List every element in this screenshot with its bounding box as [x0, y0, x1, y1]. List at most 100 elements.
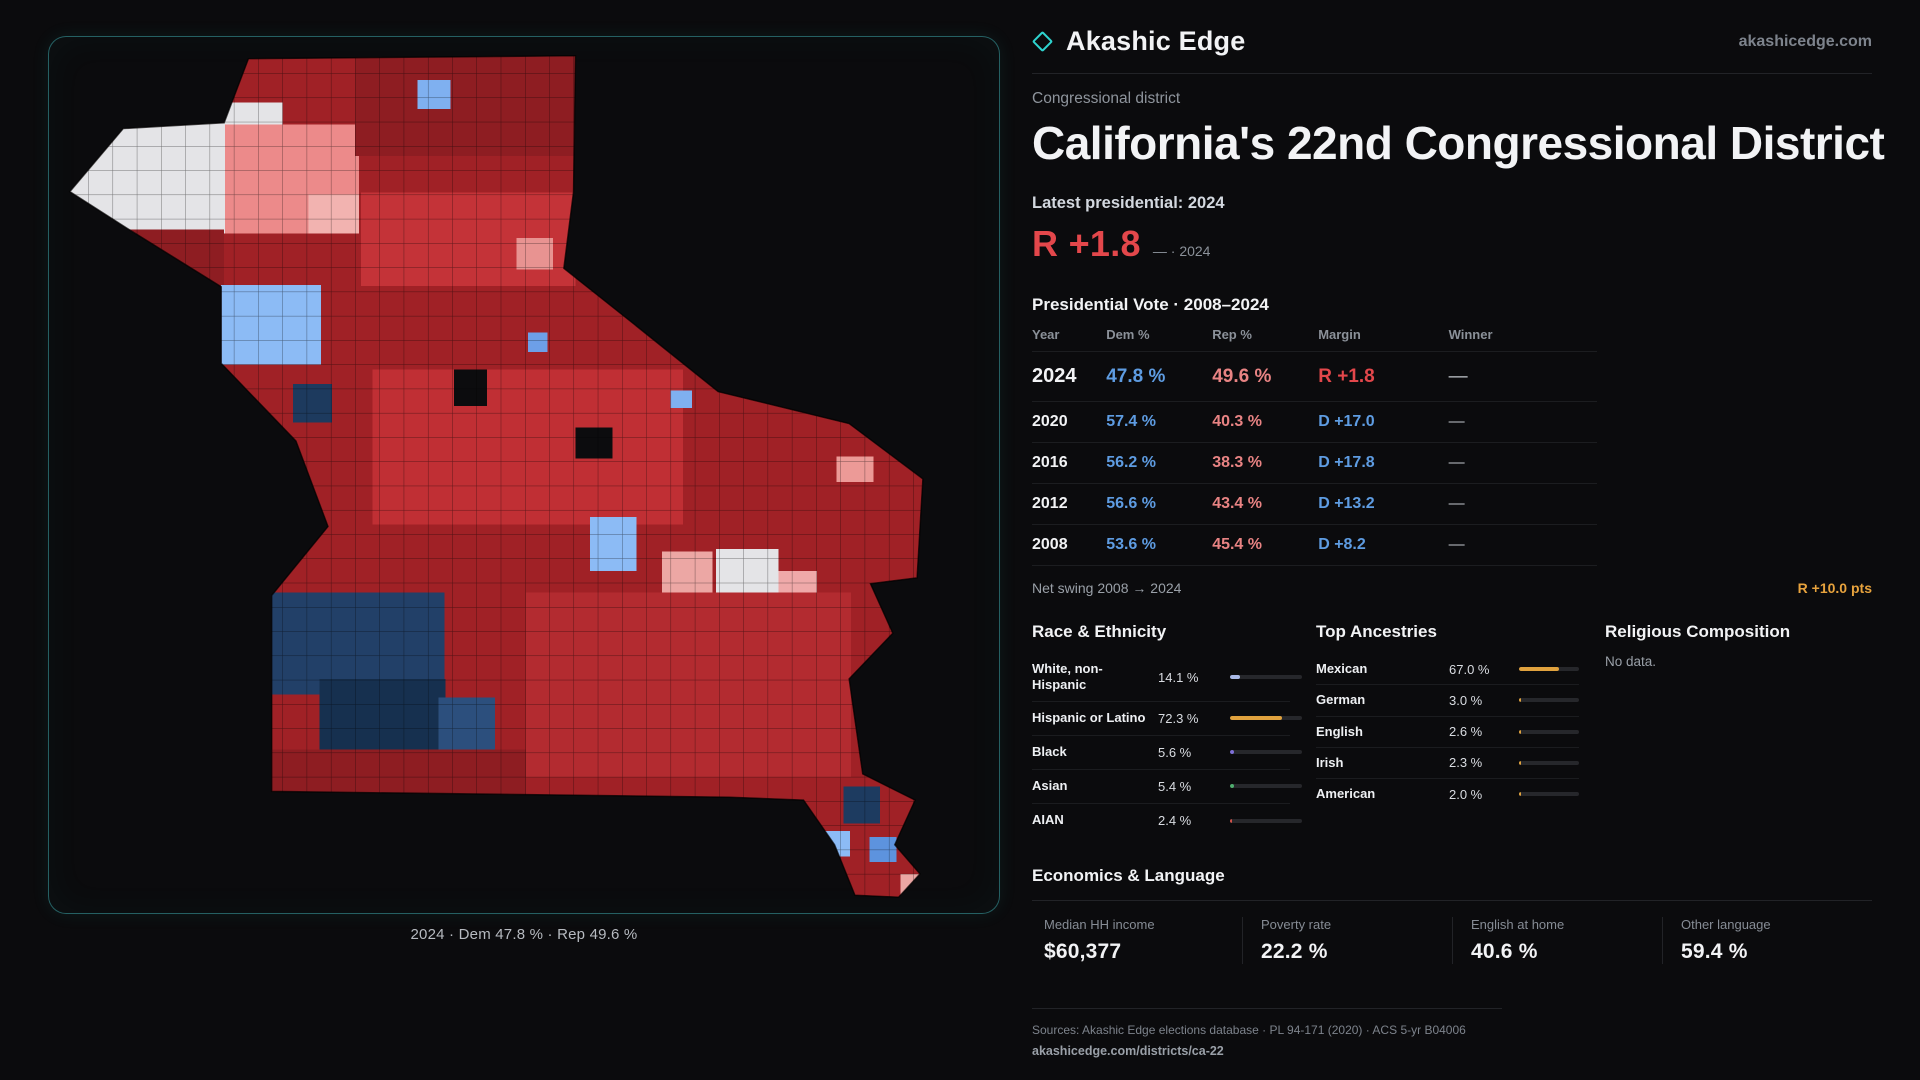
ancestries-column: Top Ancestries Mexican 67.0 % German 3.0 % E… [1316, 622, 1605, 838]
stat-label: Other language [1681, 916, 1771, 932]
vote-year: 2008 [1032, 524, 1107, 566]
race-row-label: Asian [1032, 777, 1068, 793]
race-row: Asian 5.4 % [1032, 770, 1302, 804]
map-caption: 2024 · Dem 47.8 % · Rep 49.6 % [410, 926, 638, 943]
economics-stats-row: Median HH income $60,377 Poverty rate 22.2 … [1032, 899, 1872, 964]
race-row-bar-fill [1230, 675, 1241, 680]
vote-dem-pct: 57.4 % [1106, 401, 1213, 443]
ancestry-row-bar-fill [1519, 698, 1521, 703]
col-header-winner: Winner [1448, 327, 1493, 342]
vote-winner: — [1448, 483, 1597, 525]
ancestry-row-value: 2.0 % [1449, 786, 1483, 802]
economics-title: Economics & Language [1032, 865, 1225, 885]
stat-label: English at home [1471, 916, 1565, 932]
footer-divider [1032, 1007, 1502, 1009]
vote-table-header-row: Year Dem % Rep % Margin Winner [1032, 327, 1597, 352]
net-swing-value: R +10.0 pts [1797, 580, 1872, 596]
vote-year: 2024 [1032, 351, 1107, 402]
vote-margin: D +13.2 [1318, 483, 1449, 525]
vote-dem-pct: 56.6 % [1106, 483, 1213, 525]
header: Akashic Edge akashicedge.com [1031, 26, 1872, 57]
race-row: Black 5.6 % [1032, 736, 1302, 770]
site-link[interactable]: akashicedge.com [1738, 32, 1872, 50]
race-row-bar-track [1230, 750, 1302, 754]
ancestries-title: Top Ancestries [1316, 622, 1437, 641]
race-row-value: 2.4 % [1158, 813, 1192, 828]
vote-winner: — [1448, 442, 1597, 484]
race-row-bar-track [1230, 784, 1302, 788]
ancestry-row-value: 2.6 % [1449, 724, 1483, 740]
net-swing-label: Net swing 2008 → 2024 [1032, 580, 1182, 596]
race-row-label: AIAN [1032, 812, 1064, 828]
permalink[interactable]: akashicedge.com/districts/ca-22 [1032, 1043, 1224, 1058]
stat-block: Median HH income $60,377 [1032, 917, 1242, 964]
vote-year: 2012 [1032, 483, 1107, 525]
header-divider [1032, 73, 1872, 74]
ancestry-row-label: American [1316, 786, 1376, 801]
stat-block: English at home 40.6 % [1452, 916, 1662, 964]
vote-margin: D +17.8 [1318, 442, 1449, 484]
brand-diamond-icon [1031, 30, 1054, 53]
ancestry-row: Mexican 67.0 % [1316, 654, 1579, 686]
vote-rep-pct: 49.6 % [1212, 351, 1319, 402]
ancestry-row-bar-fill [1519, 760, 1521, 765]
ancestry-row-label: German [1316, 692, 1366, 708]
race-row-bar-fill [1230, 784, 1234, 788]
net-swing-row: Net swing 2008 → 2024 R +10.0 pts [1032, 580, 1872, 596]
stat-block: Other language 59.4 % [1662, 916, 1872, 964]
vote-rep-pct: 40.3 % [1212, 401, 1319, 443]
ancestry-row: German 3.0 % [1316, 685, 1579, 717]
district-kicker: Congressional district [1032, 90, 1181, 107]
vote-year: 2020 [1032, 401, 1107, 443]
stat-value: $60,377 [1044, 939, 1122, 963]
ancestry-row-bar-track [1519, 729, 1579, 734]
vote-margin: D +8.2 [1318, 524, 1449, 566]
latest-presidential-label: Latest presidential: 2024 [1032, 194, 1225, 212]
race-row-bar-fill [1230, 750, 1235, 754]
vote-winner: — [1448, 401, 1597, 443]
stat-block: Poverty rate 22.2 % [1242, 916, 1452, 964]
vote-row-2012: 2012 56.6 % 43.4 % D +13.2— [1032, 483, 1597, 525]
race-row-value: 5.4 % [1158, 778, 1192, 794]
ancestry-row: English 2.6 % [1316, 717, 1579, 748]
stat-value: 59.4 % [1681, 939, 1748, 963]
vote-margin: D +17.0 [1318, 401, 1449, 443]
race-row: Hispanic or Latino 72.3 % [1032, 702, 1302, 736]
vote-row-2020: 2020 57.4 % 40.3 % D +17.0— [1032, 401, 1597, 443]
ancestry-row-bar-fill [1519, 729, 1521, 734]
race-row-bar-fill [1230, 716, 1283, 720]
sources-text: Sources: Akashic Edge elections database… [1032, 1022, 1466, 1037]
race-row: White, non-Hispanic 14.1 % [1032, 654, 1302, 702]
vote-dem-pct: 53.6 % [1106, 524, 1213, 566]
vote-dem-pct: 56.2 % [1106, 442, 1213, 484]
vote-rep-pct: 38.3 % [1212, 442, 1319, 484]
stat-value: 22.2 % [1261, 939, 1328, 963]
ancestry-row-bar-fill [1519, 667, 1560, 672]
vote-rep-pct: 45.4 % [1212, 524, 1319, 566]
stat-value: 40.6 % [1471, 939, 1538, 963]
religion-no-data: No data. [1605, 654, 1657, 669]
vote-margin: R +1.8 [1318, 351, 1449, 402]
stat-label: Median HH income [1044, 916, 1155, 932]
race-row-label: Black [1032, 743, 1067, 759]
vote-row-2024: 2024 47.8 % 49.6 % R +1.8— [1032, 351, 1597, 402]
ancestry-row-bar-track [1519, 698, 1579, 703]
col-header-year: Year [1032, 327, 1060, 342]
ancestry-row-value: 3.0 % [1449, 692, 1483, 708]
ancestry-row-value: 67.0 % [1449, 661, 1490, 677]
info-panel: Akashic Edge akashicedge.com Congression… [1031, 0, 1920, 1080]
race-row-value: 72.3 % [1158, 710, 1199, 726]
race-row-value: 5.6 % [1158, 744, 1192, 760]
district-map-panel [48, 36, 1000, 914]
vote-dem-pct: 47.8 % [1106, 351, 1213, 402]
col-header-rep: Rep % [1212, 327, 1252, 342]
race-row-label: White, non-Hispanic [1032, 661, 1103, 693]
vote-row-2008: 2008 53.6 % 45.4 % D +8.2— [1032, 524, 1597, 566]
race-ethnicity-title: Race & Ethnicity [1032, 622, 1167, 641]
ancestry-row-bar-track [1519, 792, 1579, 797]
latest-margin-note: — · 2024 [1152, 243, 1211, 259]
race-ethnicity-column: Race & Ethnicity White, non-Hispanic 14.1… [1032, 622, 1316, 838]
race-row-bar-track [1230, 818, 1302, 823]
brand-name: Akashic Edge [1066, 26, 1246, 56]
